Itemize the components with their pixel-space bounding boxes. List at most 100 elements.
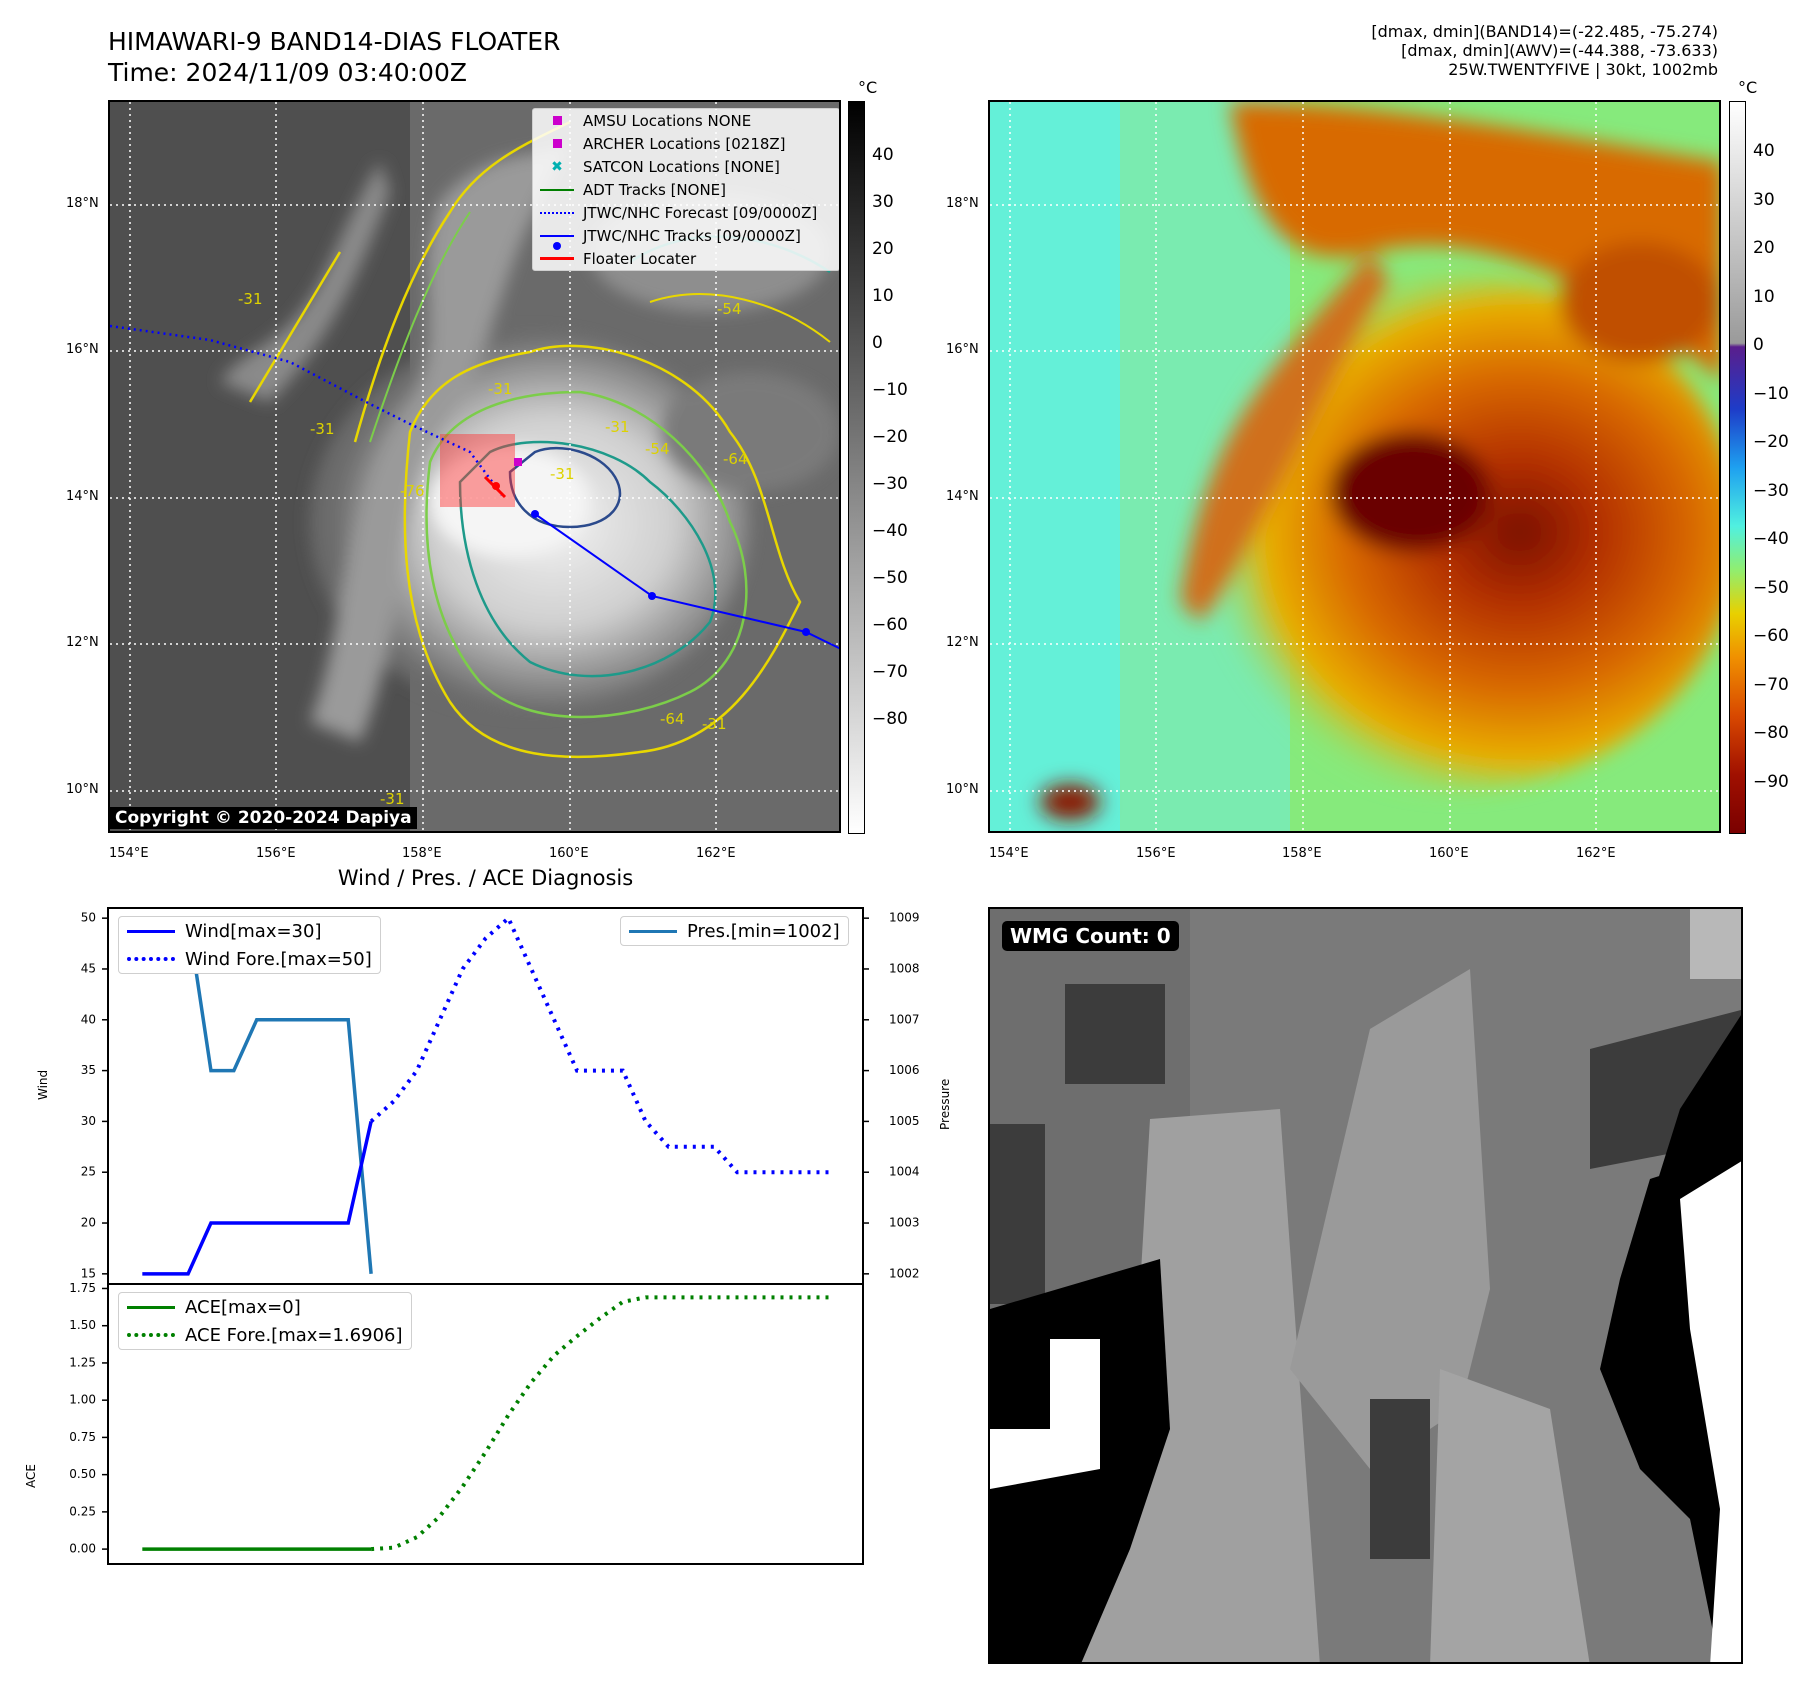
colorbar-tick: −90 [1753,771,1789,792]
legend-amsu: AMSU Locations NONE [533,109,839,132]
colorbar-tick: −80 [872,709,908,729]
pressure-tick-label: 1006 [889,1063,920,1077]
ace-legend: ACE[max=0] ACE Fore.[max=1.6906] [118,1292,412,1350]
wind-tick-label: 45 [81,961,96,975]
wind-legend: Wind[max=30] Wind Fore.[max=50] [118,916,381,974]
legend-forecast: JTWC/NHC Forecast [09/0000Z] [533,201,839,224]
legend-wind-fore: Wind Fore.[max=50] [119,945,380,973]
colorbar-tick: 0 [872,333,883,353]
pressure-line [142,916,373,1274]
legend-satcon: ✖ SATCON Locations [NONE] [533,155,839,178]
colorbar-tick: −60 [1753,626,1789,646]
wmg-count-badge: WMG Count: 0 [1002,921,1179,951]
contour-label: -31 [238,290,263,308]
ace-tick-label: 1.25 [69,1355,96,1369]
enhanced-ir-map-svg [990,102,1719,831]
colorbar-tick: −50 [872,568,908,588]
contour-label: -31 [605,418,630,436]
ace-tick-label: 0.00 [69,1542,96,1556]
ir-lon-tick: 160°E [549,846,589,861]
contour-label: -31 [310,420,335,438]
legend-archer: ARCHER Locations [0218Z] [533,132,839,155]
color-lat-tick: 14°N [946,489,979,504]
blue-line-icon [127,929,175,933]
colorbar-tick: 20 [872,239,894,259]
colorbar-tick: −10 [1753,383,1789,404]
green-dotted-line-icon [127,1333,175,1337]
wind-tick-label: 20 [81,1216,96,1230]
enhanced-ir-map [988,100,1721,833]
stats-header: [dmax, dmin](BAND14)=(-22.485, -75.274) … [1371,22,1718,79]
legend-adt: ADT Tracks [NONE] [533,178,839,201]
colorbar-tick: 30 [1753,189,1775,210]
stats-awv: [dmax, dmin](AWV)=(-44.388, -73.633) [1401,41,1718,60]
color-colorbar-unit: °C [1738,78,1758,97]
stats-storm: 25W.TWENTYFIVE | 30kt, 1002mb [1448,60,1718,79]
ace-tick-label: 0.25 [69,1504,96,1518]
pressure-axis-label: Pressure [938,1078,952,1130]
color-lon-tick: 156°E [1136,846,1176,861]
colorbar-tick: 40 [872,145,894,165]
ir-lat-tick: 10°N [66,782,99,797]
ace-tick-label: 0.75 [69,1430,96,1444]
ir-lon-tick: 162°E [696,846,736,861]
color-lat-tick: 12°N [946,635,979,650]
wind-tick-label: 35 [81,1063,96,1077]
contour-label: -31 [488,380,513,398]
ir-colorbar [848,101,865,834]
wmg-image [990,909,1741,1662]
wind-tick-label: 30 [81,1114,96,1128]
colorbar-tick: −50 [1753,577,1789,598]
pressure-tick-label: 1009 [889,911,920,925]
wind-tick-label: 50 [81,911,96,925]
contour-label: -31 [702,715,727,733]
ir-lat-tick: 16°N [66,342,99,357]
legend-wind: Wind[max=30] [119,917,380,945]
title-line-satellite: HIMAWARI-9 BAND14-DIAS FLOATER [108,27,561,56]
pressure-tick-label: 1008 [889,961,920,975]
ace-tick-label: 1.00 [69,1393,96,1407]
pressure-tick-label: 1004 [889,1165,920,1179]
color-lat-tick: 16°N [946,342,979,357]
blue-dotted-line-icon [539,211,575,214]
colorbar-tick: 20 [1753,238,1775,258]
stats-band14: [dmax, dmin](BAND14)=(-22.485, -75.274) [1371,22,1718,41]
diagnosis-title: Wind / Pres. / ACE Diagnosis [337,866,634,890]
ir-lon-tick: 158°E [402,846,442,861]
legend-ace: ACE[max=0] [119,1293,411,1321]
colorbar-tick: −70 [1753,674,1789,695]
wind-tick-label: 40 [81,1012,96,1026]
ir-colorbar-unit: °C [858,78,878,97]
wind-tick-label: 15 [81,1266,96,1280]
title-line-time: Time: 2024/11/09 03:40:00Z [108,58,467,87]
contour-label: -31 [380,790,405,808]
contour-label: -54 [717,300,742,318]
colorbar-tick: −80 [1753,723,1789,743]
contour-label: -64 [723,450,748,468]
magenta-square-icon [539,139,575,148]
ir-lat-tick: 12°N [66,635,99,650]
colorbar-tick: 0 [1753,335,1764,355]
pressure-tick-label: 1003 [889,1216,920,1230]
pressure-tick-label: 1002 [889,1266,920,1280]
ace-tick-label: 0.50 [69,1467,96,1481]
copyright-label: Copyright © 2020-2024 Dapiya [110,807,417,829]
ir-lat-tick: 18°N [66,196,99,211]
steel-blue-line-icon [629,929,677,933]
legend-tracks: JTWC/NHC Tracks [09/0000Z] [533,224,839,250]
contour-label: -64 [660,710,685,728]
color-colorbar [1729,101,1746,834]
colorbar-tick: −30 [1753,480,1789,501]
blue-dotted-line-icon [127,957,175,961]
ace-tick-label: 1.50 [69,1318,96,1332]
wind-line [142,1121,373,1276]
red-line-icon [539,257,575,260]
contour-label: -54 [645,440,670,458]
colorbar-tick: 40 [1753,141,1775,161]
wind-tick-label: 25 [81,1165,96,1179]
wmg-panel: WMG Count: 0 [988,907,1743,1664]
colorbar-tick: 30 [872,192,894,212]
ir-lat-tick: 14°N [66,489,99,504]
color-lon-tick: 154°E [989,846,1029,861]
green-line-icon [127,1305,175,1309]
